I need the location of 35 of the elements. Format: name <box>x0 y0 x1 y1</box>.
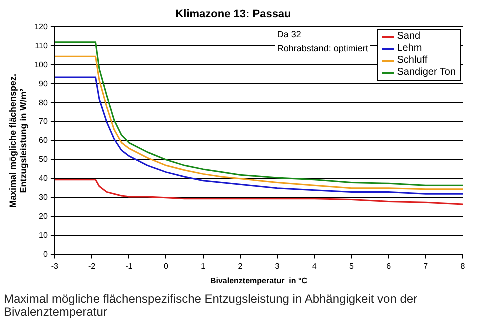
y-tick-label: 20 <box>39 212 48 222</box>
y-tick-label: 40 <box>39 174 48 184</box>
chart-title: Klimazone 13: Passau <box>176 8 292 21</box>
x-tick-label: 0 <box>164 262 170 271</box>
x-tick-label: 4 <box>312 262 318 271</box>
annotation: Rohrabstand: optimiert <box>277 44 369 54</box>
legend-label: Sand <box>397 31 421 44</box>
y-tick-label: 70 <box>39 117 48 126</box>
y-tick-label: 0 <box>43 250 48 260</box>
y-tick-label: 50 <box>39 155 48 164</box>
y-tick-label: 10 <box>39 231 48 240</box>
y-tick-label: 120 <box>34 22 48 32</box>
x-tick-label: 2 <box>238 262 244 271</box>
x-tick-label: -1 <box>126 262 134 271</box>
text: Maximal mögliche flächenspezifische Entzugsleistung in Abhängigkeit von der Bivalenztemperatur <box>4 292 419 319</box>
y-tick-label: 30 <box>39 193 48 202</box>
y-tick-label: 90 <box>39 79 48 88</box>
y-axis-title: Maximal mögliche flächenspez. Entzugsleistung in W/m² <box>8 74 29 208</box>
x-tick-label: 1 <box>201 262 206 271</box>
y-tick-label: 80 <box>39 98 48 108</box>
x-tick-label: -2 <box>88 262 96 271</box>
x-tick-label: -3 <box>51 262 60 271</box>
x-axis-title: Bivalenztemperatur in °C <box>210 276 308 286</box>
y-tick-label: 60 <box>39 136 48 146</box>
y-tick-label: 100 <box>34 60 48 70</box>
legend-label: Sandiger Ton <box>397 67 456 80</box>
x-tick-label: 7 <box>424 262 429 271</box>
x-tick-label: 5 <box>349 262 354 271</box>
x-tick-label: 8 <box>460 262 466 271</box>
y-tick-label: 110 <box>35 41 48 50</box>
x-tick-label: 6 <box>386 262 392 271</box>
legend-label: Lehm <box>397 43 422 56</box>
legend-label: Schluff <box>397 55 428 68</box>
annotation: Da 32 <box>277 30 302 40</box>
x-tick-label: 3 <box>275 262 280 271</box>
